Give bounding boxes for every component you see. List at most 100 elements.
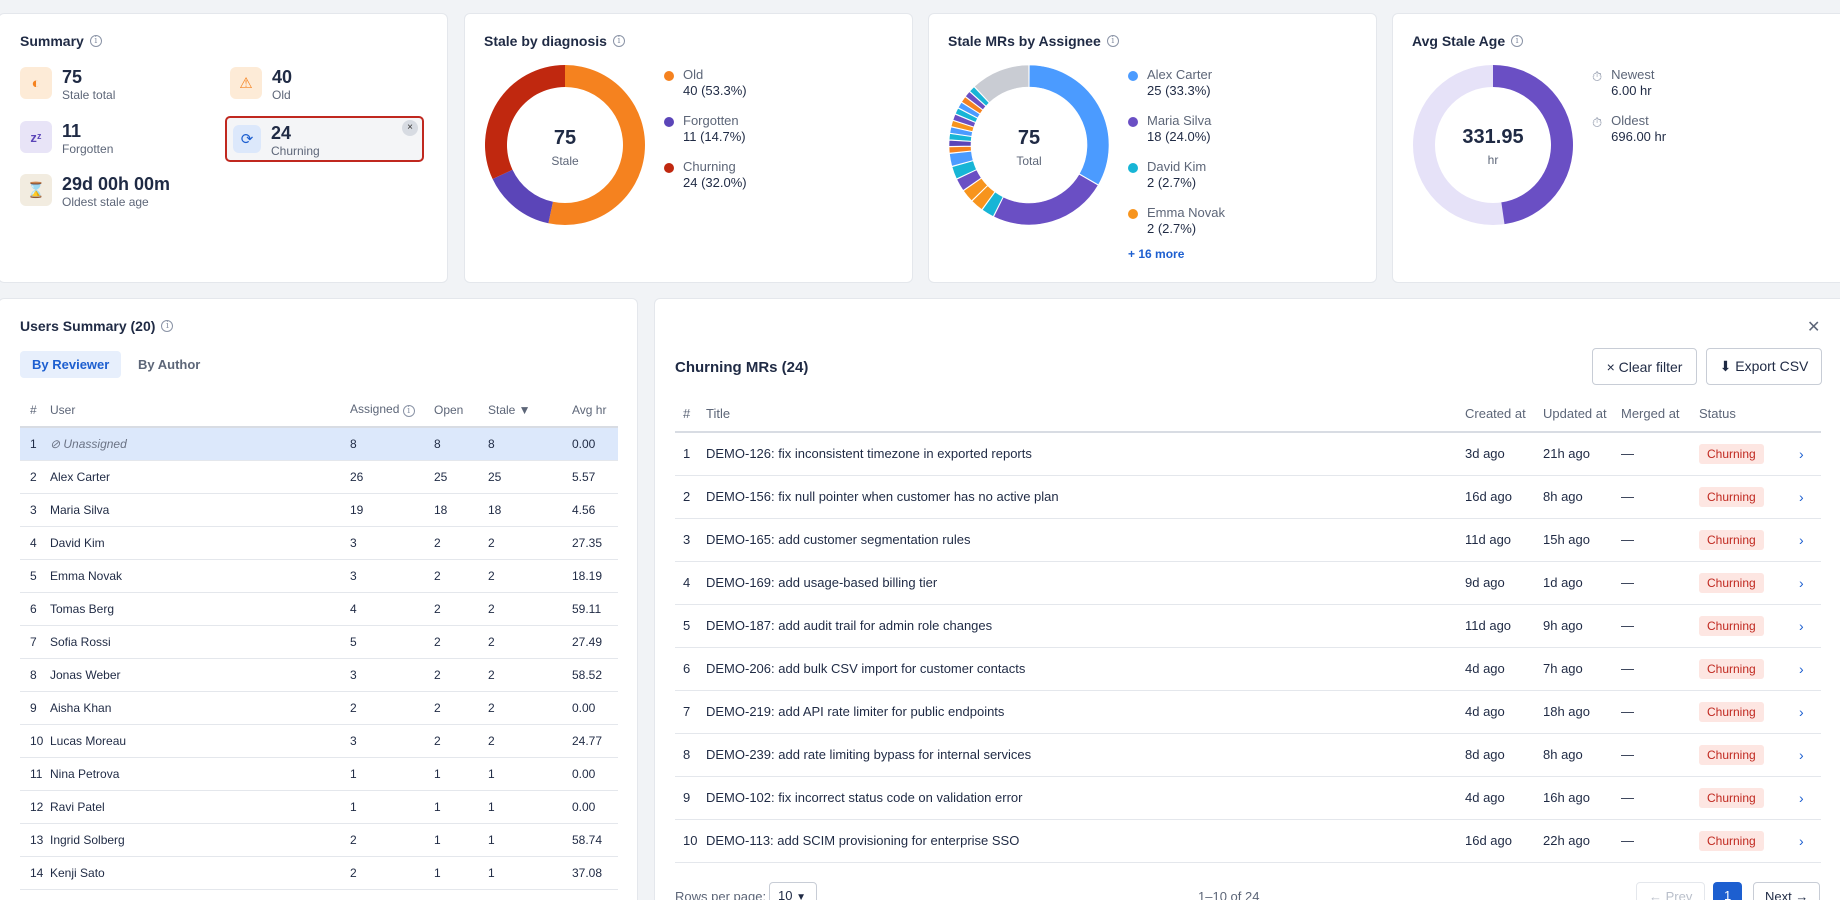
info-icon[interactable]: i [1106,35,1119,47]
more-assignees-link[interactable]: + 16 more [1128,247,1185,261]
assignee-slice-2[interactable] [981,191,1004,217]
mr-title[interactable]: DEMO-102: fix incorrect status code on v… [706,776,1465,820]
mr-title[interactable]: DEMO-126: fix inconsistent timezone in e… [706,432,1465,476]
assignee-slice-5[interactable] [956,169,982,191]
assignee-slice-9[interactable] [948,139,972,147]
diagnosis-slice-2[interactable] [485,65,565,180]
table-row[interactable]: 5 DEMO-187: add audit trail for admin rol… [675,604,1821,648]
legend-item-forgotten[interactable]: Forgotten 11 (14.7%) [664,113,747,145]
export-csv-button[interactable]: ⬇ Export CSV [1706,348,1822,385]
assignee-slice-16[interactable] [961,96,984,115]
chevron-right-icon[interactable]: › [1799,660,1804,677]
col-created-at[interactable]: Created at [1465,396,1543,433]
table-row[interactable]: 7 DEMO-219: add API rate limiter for publ… [675,690,1821,734]
col-stale[interactable]: Stale ▼ [488,393,572,428]
table-row[interactable]: 6 DEMO-206: add bulk CSV import for custo… [675,647,1821,691]
info-icon[interactable]: i [89,35,102,47]
assignee-slice-4[interactable] [963,177,988,202]
tab-by-author[interactable]: By Author [138,357,201,372]
mr-title[interactable]: DEMO-113: add SCIM provisioning for ente… [706,819,1465,863]
assignee-slice-3[interactable] [971,185,996,210]
assignee-slice-18[interactable] [969,86,990,107]
table-row[interactable]: 7 Sofia Rossi 5 2 2 27.49 [20,625,618,659]
table-row[interactable]: 3 DEMO-165: add customer segmentation rul… [675,518,1821,562]
mr-title[interactable]: DEMO-219: add API rate limiter for publi… [706,690,1465,734]
assignee-slice-11[interactable] [949,126,973,137]
chevron-right-icon[interactable]: › [1799,574,1804,591]
summary-stale-total[interactable]: ◐ 75 Stale total [20,67,115,102]
next-page-button[interactable]: Next → [1753,882,1821,900]
assignee-slice-15[interactable] [957,101,981,119]
col-title[interactable]: Title [706,396,1465,433]
chevron-right-icon[interactable]: › [1799,617,1804,634]
col-status[interactable]: Status [1699,396,1799,433]
mr-title[interactable]: DEMO-187: add audit trail for admin role… [706,604,1465,648]
assignee-slice-14[interactable] [954,107,978,123]
info-icon[interactable]: i [161,320,174,332]
mr-title[interactable]: DEMO-169: add usage-based billing tier [706,561,1465,605]
table-row[interactable]: 2 Alex Carter 26 25 25 5.57 [20,460,618,494]
table-row[interactable]: 10 Lucas Moreau 3 2 2 24.77 [20,724,618,758]
table-row[interactable]: 5 Emma Novak 3 2 2 18.19 [20,559,618,593]
legend-item-churning[interactable]: Churning 24 (32.0%) [664,159,747,191]
table-row[interactable]: 13 Ingrid Solberg 2 1 1 58.74 [20,823,618,857]
table-row[interactable]: 6 Tomas Berg 4 2 2 59.11 [20,592,618,626]
table-row[interactable]: 8 DEMO-239: add rate limiting bypass for … [675,733,1821,777]
table-row[interactable]: 3 Maria Silva 19 18 18 4.56 [20,493,618,527]
table-row[interactable]: 4 David Kim 3 2 2 27.35 [20,526,618,560]
table-row[interactable]: 14 Kenji Sato 2 1 1 37.08 [20,856,618,890]
mr-title[interactable]: DEMO-165: add customer segmentation rule… [706,518,1465,562]
assignee-slice-6[interactable] [951,160,977,180]
tab-by-reviewer[interactable]: By Reviewer [20,351,122,378]
table-row[interactable]: 12 Ravi Patel 1 1 1 0.00 [20,790,618,824]
clear-churning-filter-icon[interactable]: × [402,120,418,136]
assignee-slice-8[interactable] [948,146,972,154]
table-row[interactable]: 9 DEMO-102: fix incorrect status code on … [675,776,1821,820]
col-merged-at[interactable]: Merged at [1621,396,1699,433]
mr-title[interactable]: DEMO-156: fix null pointer when customer… [706,475,1465,519]
table-row[interactable]: 11 Nina Petrova 1 1 1 0.00 [20,757,618,791]
col-user[interactable]: User [50,393,350,428]
col-updated-at[interactable]: Updated at [1543,396,1621,433]
col-open[interactable]: Open [434,393,488,428]
diagnosis-slice-1[interactable] [492,169,553,224]
table-row[interactable]: 10 DEMO-113: add SCIM provisioning for en… [675,819,1821,863]
info-icon[interactable]: i [1511,35,1524,47]
chevron-right-icon[interactable]: › [1799,746,1804,763]
legend-item-old[interactable]: Old 40 (53.3%) [664,67,747,99]
chevron-right-icon[interactable]: › [1799,703,1804,720]
legend-item-david-kim[interactable]: David Kim 2 (2.7%) [1128,159,1225,191]
table-row[interactable]: 1 DEMO-126: fix inconsistent timezone in … [675,432,1821,476]
chevron-right-icon[interactable]: › [1799,832,1804,849]
diagnosis-slice-0[interactable] [548,65,646,225]
mr-title[interactable]: DEMO-206: add bulk CSV import for custom… [706,647,1465,691]
page-1-button[interactable]: 1 [1713,882,1743,900]
assignee-slice-19[interactable] [974,64,1030,103]
col-assigned[interactable]: Assigned i [350,393,434,428]
table-row[interactable]: 8 Jonas Weber 3 2 2 58.52 [20,658,618,692]
mr-title[interactable]: DEMO-239: add rate limiting bypass for i… [706,733,1465,777]
chevron-right-icon[interactable]: › [1799,445,1804,462]
prev-page-button[interactable]: ← Prev [1636,882,1706,900]
rows-per-page-select[interactable]: 10 ▼ [769,882,817,900]
col-avg-hr[interactable]: Avg hr [572,393,618,428]
legend-item-maria-silva[interactable]: Maria Silva 18 (24.0%) [1128,113,1225,145]
table-row[interactable]: 2 DEMO-156: fix null pointer when custome… [675,475,1821,519]
summary-churning[interactable]: ⟳ 24 Churning × [225,116,424,162]
assignee-slice-7[interactable] [949,150,974,167]
assignee-slice-1[interactable] [993,173,1099,226]
close-panel-icon[interactable]: ✕ [1807,319,1821,336]
assignee-slice-13[interactable] [952,113,976,128]
assignee-slice-17[interactable] [965,91,987,111]
clear-filter-button[interactable]: × Clear filter [1592,348,1697,385]
summary-old[interactable]: ⚠ 40 Old [230,67,292,102]
chevron-right-icon[interactable]: › [1799,789,1804,806]
assignee-slice-10[interactable] [948,133,972,142]
info-icon[interactable]: i [612,35,625,47]
assignee-slice-12[interactable] [950,120,975,132]
chevron-right-icon[interactable]: › [1799,531,1804,548]
legend-item-emma-novak[interactable]: Emma Novak 2 (2.7%) [1128,205,1225,237]
summary-forgotten[interactable]: zᶻ 11 Forgotten [20,121,113,156]
legend-item-alex-carter[interactable]: Alex Carter 25 (33.3%) [1128,67,1225,99]
table-row[interactable]: 1 ⊘ Unassigned 8 8 8 0.00 [20,427,618,461]
